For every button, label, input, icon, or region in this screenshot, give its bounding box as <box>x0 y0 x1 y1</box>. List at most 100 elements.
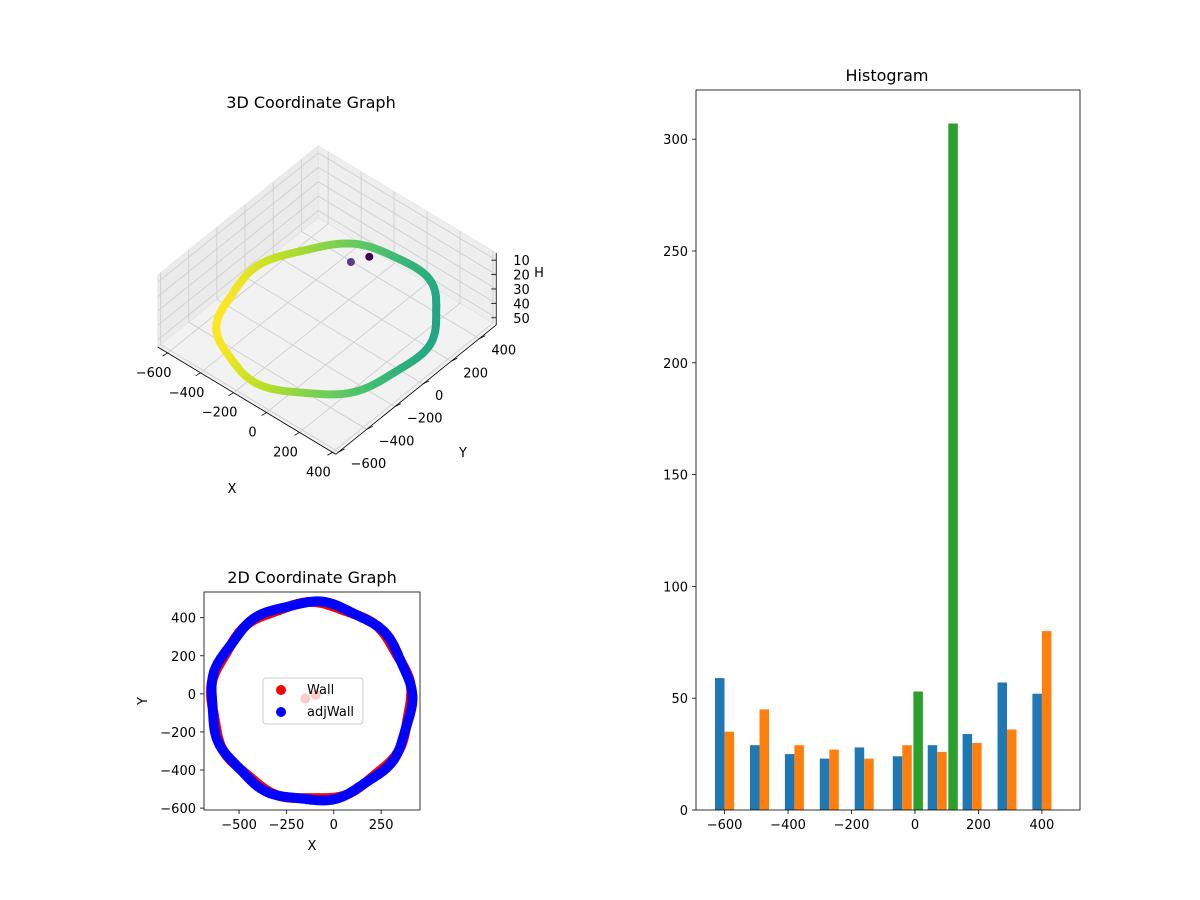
histogram-bar <box>962 734 973 810</box>
x-tick <box>162 352 168 357</box>
histogram-bar <box>759 709 769 810</box>
plot-frame <box>203 591 421 811</box>
grid-z-wall-x <box>157 152 319 283</box>
chart-2d-plot: −500 −250 0 250 −600 −400 −200 0 200 400 <box>160 591 421 833</box>
z-tick-label: 40 <box>513 297 530 312</box>
y-tick-label: −400 <box>160 764 196 779</box>
x-tick-label: 0 <box>248 426 256 441</box>
y-tick <box>338 448 345 453</box>
grid-z-wall-y <box>318 195 497 304</box>
y-tick-label: 50 <box>671 692 688 707</box>
x-tick-label: −500 <box>221 818 257 833</box>
y-tick <box>479 335 486 339</box>
histogram-bar <box>715 678 725 810</box>
x-tick-label: −250 <box>269 818 305 833</box>
legend-marker-adjwall <box>276 707 286 717</box>
x-tick-label: 400 <box>1030 818 1055 833</box>
histogram-bar <box>997 682 1007 810</box>
chart-2d-ylabel: Y <box>136 697 151 706</box>
histogram-bar <box>864 758 874 810</box>
chart-3d-title: 3D Coordinate Graph <box>226 93 395 112</box>
trajectory-point <box>408 356 417 365</box>
y-tick-label: 400 <box>491 344 516 359</box>
histogram-bar <box>927 745 938 810</box>
histogram-bar <box>902 745 912 810</box>
y-tick-label: −200 <box>407 412 443 427</box>
x-tick-label: −400 <box>770 818 806 833</box>
grid-z-wall-y <box>318 166 497 275</box>
histogram-bar <box>1041 631 1052 810</box>
chart-histogram: Histogram −600 −400 −200 0 200 400 0 50 100 150 20… <box>663 66 1081 833</box>
y-tick-label: 250 <box>663 245 688 260</box>
histogram-plot: −600 −400 −200 0 200 400 0 50 100 150 200 250 300 <box>663 89 1081 833</box>
x-tick <box>261 412 267 416</box>
chart-2d-title: 2D Coordinate Graph <box>227 568 396 587</box>
y-tick <box>451 357 458 362</box>
chart-3d-xlabel: X <box>228 482 237 497</box>
histogram-title: Histogram <box>846 66 929 85</box>
legend-label-wall: Wall <box>307 683 334 698</box>
y-tick-label: 0 <box>188 688 196 703</box>
histogram-bar <box>972 742 982 810</box>
chart-3d-ylabel: Y <box>458 446 467 461</box>
y-tick-label: 0 <box>680 804 688 819</box>
chart-3d-zlabel: H <box>534 266 544 281</box>
x-tick-label: −200 <box>202 406 238 421</box>
x-tick-label: 0 <box>911 818 919 833</box>
grid-y-floor <box>272 253 452 362</box>
y-tick-label: 200 <box>663 357 688 372</box>
grid-y-floor <box>301 230 480 339</box>
histogram-bar <box>1007 729 1017 810</box>
grid-x-floor <box>167 223 329 354</box>
y-tick-label: 200 <box>463 366 488 381</box>
x-tick-label: −600 <box>707 818 743 833</box>
grid-y-floor <box>160 344 339 453</box>
legend-box <box>262 677 364 725</box>
plot-frame <box>695 89 1081 811</box>
histogram-bar <box>750 745 760 810</box>
y-tick-label: 150 <box>663 469 688 484</box>
histogram-bar <box>724 731 735 810</box>
y-tick-label: 0 <box>435 389 443 404</box>
grid-x-floor <box>332 322 494 453</box>
y-tick-label: −400 <box>379 434 415 449</box>
x-tick <box>327 451 333 456</box>
legend-marker-wall <box>276 685 286 695</box>
grid-z-wall-y <box>318 152 497 261</box>
x-tick-label: 200 <box>273 445 298 460</box>
histogram-bar <box>794 745 804 810</box>
y-tick-label: −600 <box>160 802 196 817</box>
grid-z-wall-x <box>157 210 319 341</box>
z-tick-label: 30 <box>513 283 530 298</box>
x-tick-label: 400 <box>306 465 331 480</box>
z-tick-label: 20 <box>513 269 530 284</box>
grid-x-floor <box>233 263 395 394</box>
legend-label-adjwall: adjWall <box>307 705 354 720</box>
y-tick-label: 300 <box>663 133 688 148</box>
histogram-bar <box>937 751 947 810</box>
histogram-bar <box>948 123 958 810</box>
x-tick-label: −200 <box>834 818 870 833</box>
chart-3d-axes: −600−400−2000200400−600−400−200020040010… <box>136 252 530 480</box>
histogram-bar <box>854 747 865 810</box>
y-tick-label: 100 <box>663 580 688 595</box>
adjwall-point <box>407 698 418 709</box>
y-tick <box>394 403 402 407</box>
x-tick-label: 0 <box>330 818 338 833</box>
histogram-bar <box>819 758 830 810</box>
x-tick-label: −400 <box>169 386 205 401</box>
grid-y-floor <box>244 276 424 385</box>
x-tick-label: −600 <box>136 366 172 381</box>
y-tick-label: 200 <box>171 650 196 665</box>
grid-z-wall-y <box>318 181 497 290</box>
y-tick <box>366 425 373 430</box>
y-tick-label: −600 <box>351 457 387 472</box>
x-tick <box>195 372 201 377</box>
chart-3d: 3D Coordinate Graph −600−400−2000200400−… <box>136 93 544 497</box>
chart-2d-legend: Wall adjWall <box>262 677 364 725</box>
grid-z-wall-x <box>157 166 319 297</box>
z-tick-label: 50 <box>513 312 530 327</box>
chart-3d-points <box>212 239 441 399</box>
x-tick <box>228 392 234 397</box>
